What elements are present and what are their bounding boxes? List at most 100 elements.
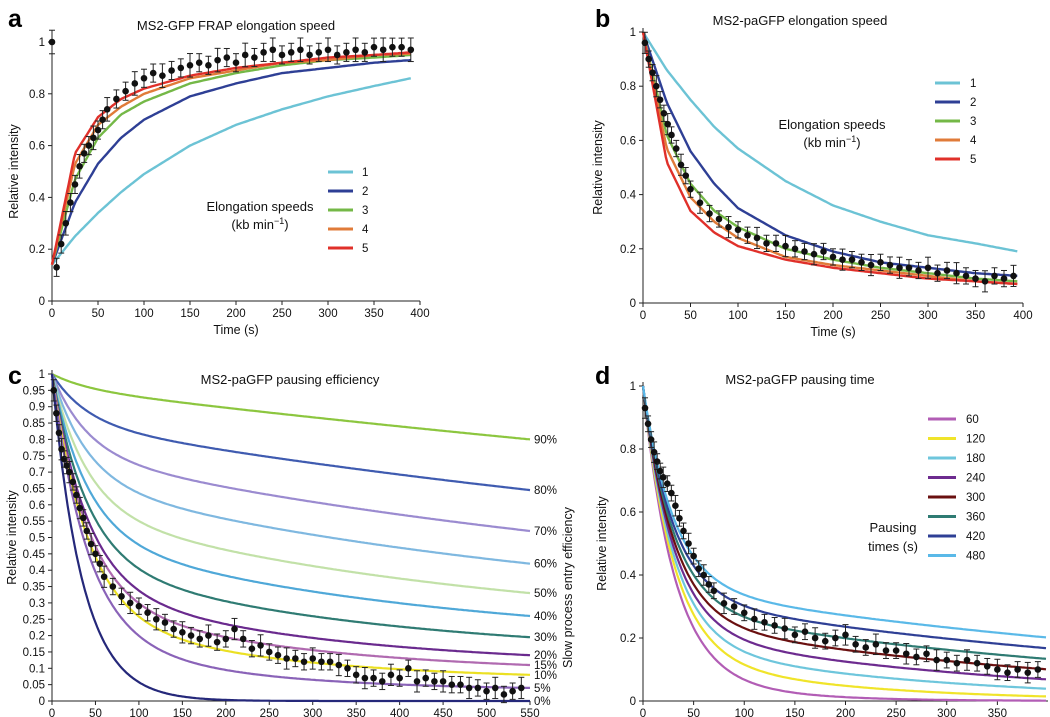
y-tick-label: 0 bbox=[630, 298, 636, 310]
data-point bbox=[62, 220, 70, 227]
data-point bbox=[140, 74, 148, 82]
x-tick-label: 200 bbox=[226, 308, 245, 320]
series-line-3 bbox=[641, 31, 1018, 283]
series-end-label: 70% bbox=[534, 526, 557, 538]
data-point bbox=[1000, 275, 1008, 282]
data-point bbox=[79, 514, 87, 522]
data-point bbox=[283, 655, 290, 662]
series-line-0% bbox=[50, 373, 530, 703]
data-point bbox=[48, 38, 56, 46]
data-point bbox=[131, 80, 139, 87]
series-line-2 bbox=[50, 58, 411, 266]
y-tick-label: 0.15 bbox=[23, 647, 45, 659]
y-tick-label: 0.95 bbox=[23, 385, 45, 397]
data-point bbox=[690, 552, 697, 560]
data-point bbox=[260, 49, 267, 56]
data-point bbox=[457, 681, 464, 688]
y-tick-label: 0.8 bbox=[620, 81, 636, 93]
x-tick-label: 400 bbox=[1013, 310, 1032, 322]
y-tick-label: 0.5 bbox=[29, 533, 45, 545]
data-point bbox=[196, 635, 204, 643]
data-point bbox=[378, 678, 386, 685]
data-point bbox=[700, 571, 708, 579]
series-line-2 bbox=[641, 31, 1018, 277]
panel-letter-c: c bbox=[8, 362, 22, 390]
data-point bbox=[195, 59, 203, 67]
legend-title: Elongation speeds bbox=[207, 199, 314, 214]
data-point bbox=[664, 120, 671, 128]
series-line-1 bbox=[51, 77, 411, 266]
data-point bbox=[915, 267, 922, 274]
data-point bbox=[396, 674, 403, 682]
x-tick-label: 450 bbox=[433, 708, 452, 717]
legend-label-2: 2 bbox=[970, 97, 976, 109]
data-point bbox=[680, 527, 687, 535]
data-point bbox=[782, 242, 789, 250]
series-line-180 bbox=[641, 385, 1047, 690]
x-tick-label: 0 bbox=[49, 708, 55, 717]
data-point bbox=[641, 404, 649, 412]
data-point bbox=[905, 264, 913, 272]
data-point bbox=[126, 599, 134, 607]
series-end-label: 50% bbox=[534, 588, 557, 600]
data-point bbox=[801, 248, 808, 255]
y-tick-label: 0.65 bbox=[23, 483, 45, 495]
data-point bbox=[113, 95, 120, 103]
data-point bbox=[491, 684, 499, 692]
series-line-4 bbox=[50, 52, 411, 265]
data-point bbox=[672, 145, 680, 152]
legend-label-3: 3 bbox=[970, 116, 976, 128]
legend-label-60: 60 bbox=[966, 414, 979, 426]
data-point bbox=[448, 681, 456, 688]
data-point bbox=[159, 72, 166, 79]
panel-letter-d: d bbox=[595, 362, 610, 390]
data-point bbox=[483, 687, 490, 695]
data-point bbox=[867, 261, 875, 269]
data-point bbox=[309, 655, 317, 662]
data-point bbox=[1010, 272, 1017, 280]
x-tick-label: 150 bbox=[173, 708, 192, 717]
x-tick-label: 50 bbox=[92, 308, 105, 320]
data-point bbox=[953, 659, 961, 667]
data-point bbox=[705, 581, 713, 588]
legend-label-5: 5 bbox=[362, 243, 368, 255]
data-point bbox=[848, 256, 856, 263]
data-point bbox=[668, 489, 675, 497]
data-point bbox=[66, 468, 73, 476]
data-point bbox=[687, 185, 694, 193]
data-point bbox=[1024, 669, 1032, 676]
data-point bbox=[973, 659, 981, 667]
data-point bbox=[882, 647, 890, 654]
x-tick-label: 200 bbox=[216, 708, 235, 717]
series-line-3 bbox=[50, 53, 411, 266]
data-point bbox=[118, 593, 125, 600]
y-tick-label: 0 bbox=[39, 296, 45, 308]
x-tick-label: 350 bbox=[347, 708, 366, 717]
series-end-label: 10% bbox=[534, 670, 557, 682]
panel-title-a: MS2-GFP FRAP elongation speed bbox=[137, 18, 335, 33]
data-point bbox=[653, 458, 661, 465]
data-point bbox=[734, 226, 742, 234]
data-point bbox=[772, 240, 780, 247]
data-point bbox=[352, 46, 359, 54]
data-point bbox=[763, 240, 770, 247]
y-tick-label: 1 bbox=[39, 37, 45, 49]
data-point bbox=[96, 560, 104, 567]
y-tick-label: 0 bbox=[630, 696, 636, 708]
data-point bbox=[335, 661, 343, 669]
data-point bbox=[94, 126, 102, 134]
data-point bbox=[761, 618, 768, 626]
data-point bbox=[232, 59, 240, 67]
data-point bbox=[144, 609, 151, 617]
y-tick-label: 0.6 bbox=[29, 500, 45, 512]
data-point bbox=[656, 467, 664, 475]
right-axis-label: Slow process entry efficiency bbox=[561, 506, 575, 668]
data-point bbox=[389, 43, 396, 51]
data-point bbox=[76, 163, 83, 170]
x-tick-label: 150 bbox=[776, 310, 795, 322]
data-point bbox=[241, 51, 249, 59]
data-point bbox=[379, 46, 387, 54]
data-point bbox=[710, 587, 718, 595]
